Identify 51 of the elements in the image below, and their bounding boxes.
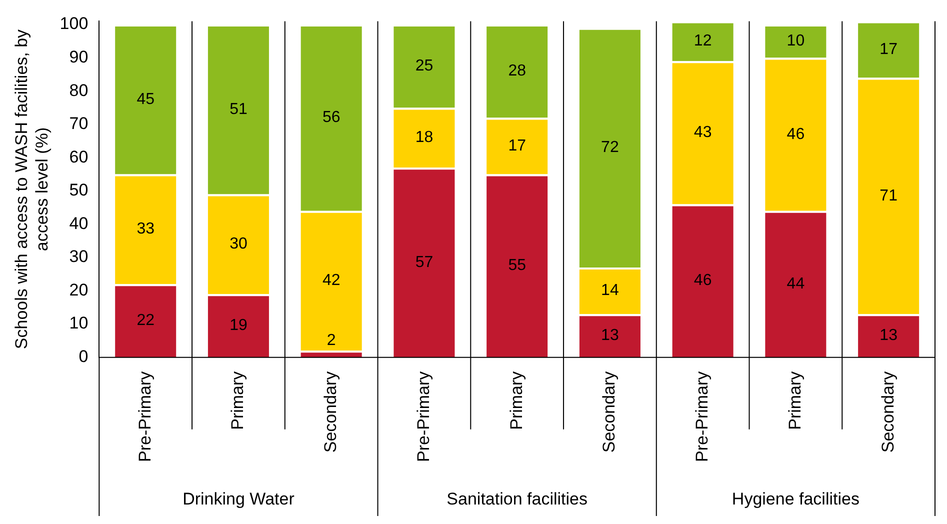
- data-label: 19: [230, 317, 248, 334]
- y-tick-label: 60: [69, 147, 88, 166]
- y-tick-label: 20: [69, 280, 88, 300]
- x-tick-label: Pre-Primary: [414, 370, 433, 462]
- y-tick-label: 0: [78, 347, 88, 366]
- data-label: 46: [694, 272, 712, 290]
- data-label: 56: [322, 109, 340, 126]
- x-tick-label: Secondary: [878, 370, 898, 453]
- data-label: 51: [230, 100, 248, 118]
- y-tick-label: 100: [60, 14, 88, 34]
- data-label: 17: [508, 137, 526, 154]
- x-tick-label: Secondary: [321, 370, 340, 453]
- data-label: 33: [136, 220, 155, 238]
- y-tick-label: 30: [69, 247, 88, 266]
- data-label: 18: [415, 129, 434, 146]
- data-label: 55: [508, 257, 526, 274]
- data-label: 72: [601, 139, 619, 156]
- x-tick-label: Primary: [785, 370, 804, 430]
- y-tick-label: 40: [69, 214, 88, 233]
- data-label: 43: [694, 124, 712, 142]
- data-label: 12: [694, 32, 712, 50]
- data-label: 13: [601, 327, 619, 344]
- data-label: 30: [230, 236, 248, 253]
- y-tick-label: 50: [69, 180, 88, 200]
- y-axis-title: Schools with access to WASH facilities, by access level (%): [12, 28, 52, 350]
- data-label: 57: [415, 254, 434, 271]
- data-label: 45: [136, 90, 155, 108]
- data-label: 44: [786, 276, 805, 293]
- data-label: 71: [880, 187, 898, 204]
- y-tick-label: 90: [69, 47, 88, 66]
- y-tick-label: 70: [69, 114, 88, 134]
- x-tick-label: Primary: [228, 370, 248, 430]
- x-tick-label: Pre-Primary: [692, 370, 712, 462]
- data-label: 22: [136, 312, 155, 330]
- data-label: 25: [415, 58, 434, 75]
- y-tick-label: 10: [69, 314, 88, 333]
- data-label: 46: [786, 126, 805, 143]
- data-label: 28: [508, 62, 526, 80]
- data-label: 14: [601, 282, 619, 300]
- data-label: 2: [326, 332, 336, 350]
- data-label: 42: [322, 272, 340, 290]
- text: Sanitation facilities: [446, 490, 588, 509]
- y-tick-label: 80: [69, 80, 88, 100]
- x-tick-label: Primary: [506, 370, 526, 430]
- data-label: 13: [880, 327, 898, 344]
- text: Hygiene facilities: [732, 490, 860, 509]
- data-label: 10: [786, 32, 805, 50]
- x-tick-label: Secondary: [600, 370, 619, 453]
- text: Drinking Water: [182, 490, 295, 509]
- x-tick-label: Pre-Primary: [135, 370, 154, 462]
- data-label: 17: [880, 40, 898, 58]
